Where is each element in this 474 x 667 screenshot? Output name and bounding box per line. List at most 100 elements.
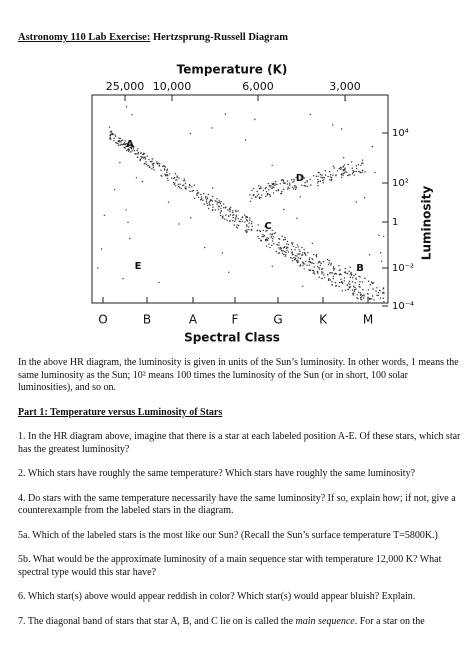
dot [193, 197, 196, 199]
dot [117, 140, 120, 142]
dot [332, 165, 334, 167]
dot [166, 169, 168, 172]
dot [232, 216, 234, 219]
dot [159, 162, 161, 165]
dot [350, 271, 352, 274]
dot [222, 215, 224, 217]
dot [269, 233, 272, 235]
dot [349, 266, 351, 268]
dot [289, 182, 291, 184]
dot [367, 280, 370, 282]
dot [272, 182, 275, 185]
dot [360, 293, 362, 295]
dot [284, 245, 286, 248]
dot [333, 167, 335, 169]
dot [316, 266, 319, 268]
dot [246, 220, 248, 222]
dot [304, 263, 306, 265]
dot [347, 163, 349, 166]
dot [109, 136, 111, 138]
dot [344, 169, 346, 171]
dot [362, 289, 364, 291]
dot [120, 143, 122, 145]
dot [304, 182, 306, 184]
dot [320, 262, 322, 265]
dot [223, 203, 225, 205]
dot [321, 267, 324, 270]
dot [130, 143, 132, 145]
text-body: In the above HR diagram, the luminosity … [18, 357, 464, 640]
dot [230, 206, 232, 208]
dot [141, 180, 144, 183]
dot [320, 176, 322, 178]
dot [166, 174, 168, 176]
dot [251, 189, 253, 192]
dot [334, 282, 337, 284]
dot [359, 292, 361, 294]
dot [260, 196, 262, 199]
questions: 1. In the HR diagram above, imagine that… [18, 431, 464, 604]
dot [315, 254, 317, 257]
dot [249, 217, 251, 219]
dot [346, 284, 348, 286]
dot [204, 246, 206, 249]
dot [383, 301, 385, 303]
dot [167, 179, 169, 182]
dot [364, 171, 366, 173]
dot [245, 216, 247, 218]
dot [247, 226, 250, 228]
dot [355, 288, 357, 290]
dot [225, 214, 227, 216]
dot [283, 182, 285, 184]
dot [342, 172, 344, 175]
dot [261, 194, 263, 196]
dot [190, 217, 192, 219]
dot [100, 248, 103, 250]
dot [302, 264, 304, 267]
dot [196, 190, 198, 192]
dot [123, 142, 126, 144]
dot [254, 118, 256, 121]
dot [368, 254, 371, 256]
dot [342, 166, 344, 168]
dot [259, 239, 262, 241]
dot [132, 146, 134, 148]
dot [113, 137, 115, 139]
dot [126, 143, 128, 145]
dot [265, 245, 268, 247]
dot [212, 204, 214, 206]
dot [340, 176, 343, 179]
dot [376, 287, 378, 289]
dot [332, 124, 334, 126]
dot [331, 272, 333, 274]
dot [131, 147, 133, 149]
dot [228, 208, 231, 211]
dot [160, 169, 162, 171]
dot [373, 299, 375, 301]
dot [183, 178, 185, 180]
dot [269, 186, 272, 188]
dot [207, 193, 210, 196]
dot [316, 182, 319, 184]
dot [141, 156, 144, 158]
dot [224, 113, 227, 115]
dot [350, 274, 353, 276]
dot [273, 186, 275, 189]
dot [182, 180, 184, 182]
dot [251, 225, 253, 227]
dot [232, 210, 234, 212]
dot [317, 262, 319, 264]
dot [205, 197, 207, 199]
dot [117, 144, 120, 146]
dot [295, 176, 297, 179]
dot [318, 276, 320, 278]
dot [151, 160, 153, 162]
dot [306, 181, 308, 183]
dot [377, 292, 380, 294]
dot [119, 144, 121, 146]
temperature-label: 3,000 [329, 80, 361, 93]
dot [266, 229, 268, 232]
dot [308, 258, 311, 261]
dot [158, 164, 161, 166]
luminosity-label: 10² [392, 178, 409, 189]
